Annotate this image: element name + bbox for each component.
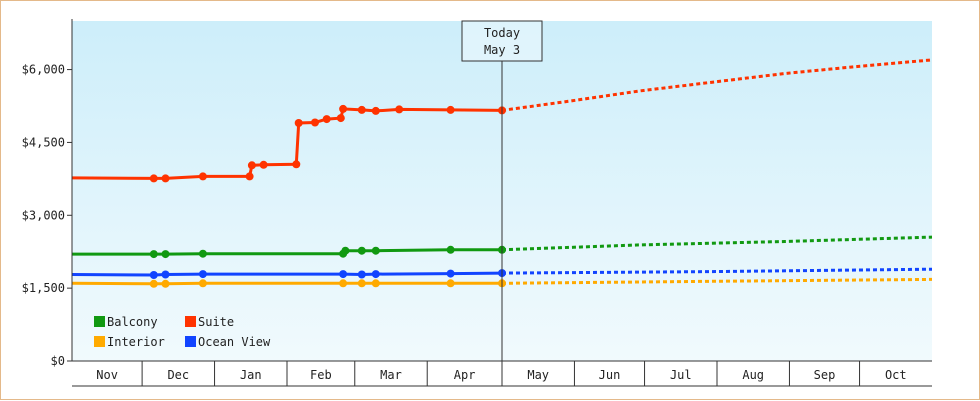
y-tick-label: $0 (51, 354, 65, 368)
legend-swatch (185, 336, 196, 347)
data-point-suite[interactable] (395, 105, 404, 114)
data-point-ocean-view[interactable] (339, 270, 348, 279)
month-label: Aug (742, 368, 764, 382)
data-point-suite[interactable] (161, 174, 170, 183)
data-point-interior[interactable] (198, 279, 207, 288)
legend-label: Interior (107, 335, 165, 349)
data-point-interior[interactable] (446, 279, 455, 288)
y-tick-label: $3,000 (22, 208, 65, 222)
series-line-interior (71, 281, 502, 286)
data-point-balcony[interactable] (149, 250, 158, 259)
forecast-line-suite (501, 58, 933, 112)
legend-label: Balcony (107, 315, 158, 329)
data-point-suite[interactable] (245, 172, 254, 181)
data-point-balcony[interactable] (357, 246, 366, 255)
series-balcony (72, 235, 933, 259)
data-point-suite[interactable] (247, 161, 256, 170)
month-label: Sep (814, 368, 836, 382)
today-label: Today (484, 26, 520, 40)
legend-swatch (94, 336, 105, 347)
axes: $0 $1,500 $3,000 $4,500 $6,000 Nov Dec Jan Feb Ma… (22, 19, 932, 387)
month-label: Oct (885, 368, 907, 382)
data-point-ocean-view[interactable] (161, 270, 170, 279)
data-point-ocean-view[interactable] (371, 270, 380, 279)
month-label: Apr (454, 368, 476, 382)
data-point-ocean-view[interactable] (198, 270, 207, 279)
data-point-suite[interactable] (149, 174, 158, 183)
data-point-suite[interactable] (311, 118, 319, 127)
data-point-suite[interactable] (294, 119, 303, 127)
data-point-ocean-view[interactable] (446, 269, 455, 278)
y-tick-label: $1,500 (22, 281, 65, 295)
data-point-suite[interactable] (339, 104, 348, 113)
data-point-suite[interactable] (336, 114, 345, 123)
series-suite (71, 58, 933, 183)
forecast-line-ocean-view (501, 267, 933, 275)
month-label: Mar (380, 368, 402, 382)
month-label: Jan (240, 368, 262, 382)
month-label: Dec (167, 368, 189, 382)
series-interior (71, 277, 933, 288)
data-point-suite[interactable] (292, 160, 301, 169)
data-point-suite[interactable] (259, 160, 268, 169)
data-point-balcony[interactable] (446, 245, 455, 254)
legend-label: Ocean View (198, 335, 271, 349)
data-point-suite[interactable] (357, 105, 366, 114)
today-marker: Today May 3 (461, 20, 543, 361)
data-point-suite[interactable] (371, 106, 380, 115)
data-point-suite[interactable] (446, 105, 455, 114)
data-point-interior[interactable] (357, 279, 366, 288)
legend: Balcony Suite Interior Ocean View (94, 315, 271, 349)
data-point-balcony[interactable] (341, 246, 350, 255)
legend-item-interior[interactable]: Interior (94, 335, 165, 349)
data-point-balcony[interactable] (161, 250, 170, 259)
legend-item-ocean-view[interactable]: Ocean View (185, 335, 271, 349)
forecast-line-balcony (501, 235, 933, 252)
series-ocean-view (71, 267, 933, 279)
month-label: Jun (599, 368, 621, 382)
y-tick-label: $4,500 (22, 135, 65, 149)
data-point-interior[interactable] (339, 279, 348, 288)
legend-label: Suite (198, 315, 234, 329)
data-point-suite[interactable] (198, 172, 207, 181)
data-point-interior[interactable] (149, 279, 158, 288)
legend-item-balcony[interactable]: Balcony (94, 315, 158, 329)
legend-swatch (94, 316, 105, 327)
legend-swatch (185, 316, 196, 327)
today-date: May 3 (484, 43, 520, 57)
month-label: Feb (310, 368, 332, 382)
data-point-ocean-view[interactable] (357, 270, 366, 279)
series-layer (71, 58, 933, 288)
data-point-ocean-view[interactable] (149, 271, 158, 279)
month-label: Nov (96, 368, 118, 382)
legend-item-suite[interactable]: Suite (185, 315, 234, 329)
today-box (461, 20, 543, 62)
month-label: Jul (670, 368, 692, 382)
forecast-line-interior (501, 277, 933, 285)
data-point-suite[interactable] (322, 115, 331, 124)
month-label: May (527, 368, 549, 382)
data-point-interior[interactable] (371, 279, 380, 288)
data-point-balcony[interactable] (198, 249, 207, 258)
y-tick-label: $6,000 (22, 63, 65, 77)
data-point-interior[interactable] (161, 279, 170, 288)
data-point-balcony[interactable] (371, 246, 380, 255)
